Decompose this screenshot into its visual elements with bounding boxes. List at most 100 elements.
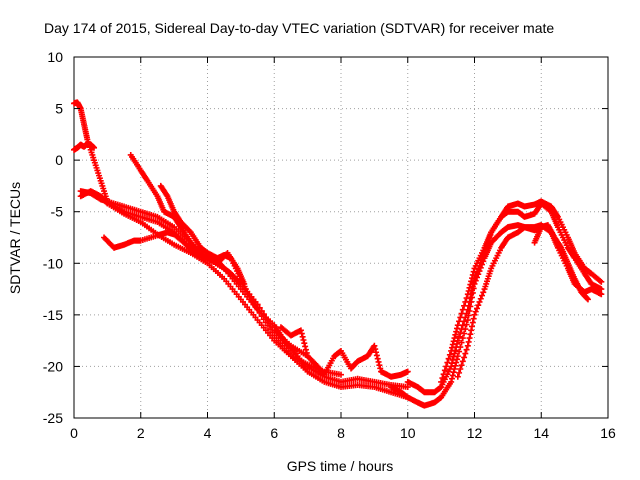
data-point bbox=[584, 295, 591, 302]
data-point bbox=[476, 298, 483, 305]
data-points bbox=[71, 99, 605, 409]
data-point bbox=[462, 314, 469, 321]
x-tick-label: 10 bbox=[400, 425, 416, 441]
data-point bbox=[441, 367, 448, 374]
data-point bbox=[299, 333, 306, 340]
data-point bbox=[298, 330, 305, 337]
data-point bbox=[304, 368, 311, 375]
ticks: 0 2 4 6 8 10 12 14 16 -25 -20 -15 -10 -5 0 5 10 bbox=[43, 49, 616, 441]
x-tick-label: 16 bbox=[600, 425, 616, 441]
data-point bbox=[470, 268, 477, 275]
data-point bbox=[470, 315, 477, 322]
data-point bbox=[458, 310, 465, 317]
data-point bbox=[445, 355, 452, 362]
chart-title: Day 174 of 2015, Sidereal Day-to-day VTE… bbox=[44, 20, 554, 36]
data-point bbox=[404, 368, 411, 375]
data-point bbox=[461, 318, 468, 325]
data-point bbox=[377, 365, 384, 372]
data-point bbox=[448, 378, 455, 385]
data-point bbox=[303, 349, 310, 356]
data-point bbox=[480, 289, 487, 296]
data-point bbox=[404, 384, 411, 391]
data-point bbox=[448, 344, 455, 351]
y-tick-label: -15 bbox=[43, 307, 63, 323]
data-point bbox=[453, 328, 460, 335]
data-point bbox=[450, 338, 457, 345]
data-point bbox=[456, 348, 463, 355]
y-tick-label: -10 bbox=[43, 255, 63, 271]
data-point bbox=[472, 308, 479, 315]
series-track-l bbox=[454, 222, 605, 380]
data-point bbox=[448, 375, 455, 382]
series-track-m bbox=[531, 222, 591, 303]
data-point bbox=[469, 319, 476, 326]
data-point bbox=[461, 354, 468, 361]
data-point bbox=[376, 362, 383, 369]
data-point bbox=[462, 298, 469, 305]
data-point bbox=[466, 284, 473, 291]
data-point bbox=[466, 335, 473, 342]
data-point bbox=[457, 329, 464, 336]
data-point bbox=[465, 288, 472, 295]
data-point bbox=[440, 371, 447, 378]
data-point bbox=[463, 346, 470, 353]
data-point bbox=[374, 355, 381, 362]
y-tick-label: -25 bbox=[43, 410, 63, 426]
data-point bbox=[449, 341, 456, 348]
data-point bbox=[444, 359, 451, 366]
data-point bbox=[467, 331, 474, 338]
data-point bbox=[468, 278, 475, 285]
data-point bbox=[448, 363, 455, 370]
data-point bbox=[477, 295, 484, 302]
data-point bbox=[464, 306, 471, 313]
data-point bbox=[297, 327, 304, 334]
data-point bbox=[439, 375, 446, 382]
series-track-c bbox=[77, 188, 411, 401]
data-point bbox=[375, 358, 382, 365]
data-point bbox=[463, 310, 470, 317]
data-point bbox=[459, 322, 466, 329]
data-point bbox=[468, 327, 475, 334]
y-tick-label: 5 bbox=[55, 101, 63, 117]
y-axis-label: SDTVAR / TECUs bbox=[7, 182, 23, 294]
data-point bbox=[584, 296, 591, 303]
data-point bbox=[467, 281, 474, 288]
y-tick-label: -20 bbox=[43, 358, 63, 374]
x-tick-label: 2 bbox=[137, 425, 145, 441]
y-tick-label: 10 bbox=[47, 49, 63, 65]
data-point bbox=[457, 314, 464, 321]
data-point bbox=[456, 369, 463, 376]
data-point bbox=[450, 369, 457, 376]
data-point bbox=[465, 338, 472, 345]
data-point bbox=[338, 371, 344, 378]
data-point bbox=[456, 333, 463, 340]
data-point bbox=[475, 302, 482, 309]
data-point bbox=[459, 358, 466, 365]
x-axis-label: GPS time / hours bbox=[287, 458, 394, 474]
x-tick-label: 8 bbox=[337, 425, 345, 441]
data-point bbox=[452, 331, 459, 338]
data-point bbox=[463, 295, 470, 302]
x-tick-label: 12 bbox=[467, 425, 483, 441]
data-point bbox=[301, 340, 308, 347]
data-point bbox=[461, 302, 468, 309]
data-point bbox=[371, 342, 378, 349]
data-point bbox=[468, 275, 475, 282]
data-point bbox=[438, 378, 445, 385]
data-point bbox=[598, 278, 605, 285]
data-point bbox=[468, 323, 475, 330]
data-point bbox=[469, 271, 476, 278]
data-point bbox=[449, 372, 456, 379]
x-tick-label: 0 bbox=[70, 425, 78, 441]
data-point bbox=[454, 373, 461, 380]
data-point bbox=[372, 346, 379, 353]
data-point bbox=[457, 366, 464, 373]
data-point bbox=[462, 350, 469, 357]
data-point bbox=[454, 322, 461, 329]
data-point bbox=[302, 346, 309, 353]
data-point bbox=[471, 311, 478, 318]
y-tick-label: 0 bbox=[55, 152, 63, 168]
data-point bbox=[449, 356, 456, 363]
data-point bbox=[300, 336, 307, 343]
